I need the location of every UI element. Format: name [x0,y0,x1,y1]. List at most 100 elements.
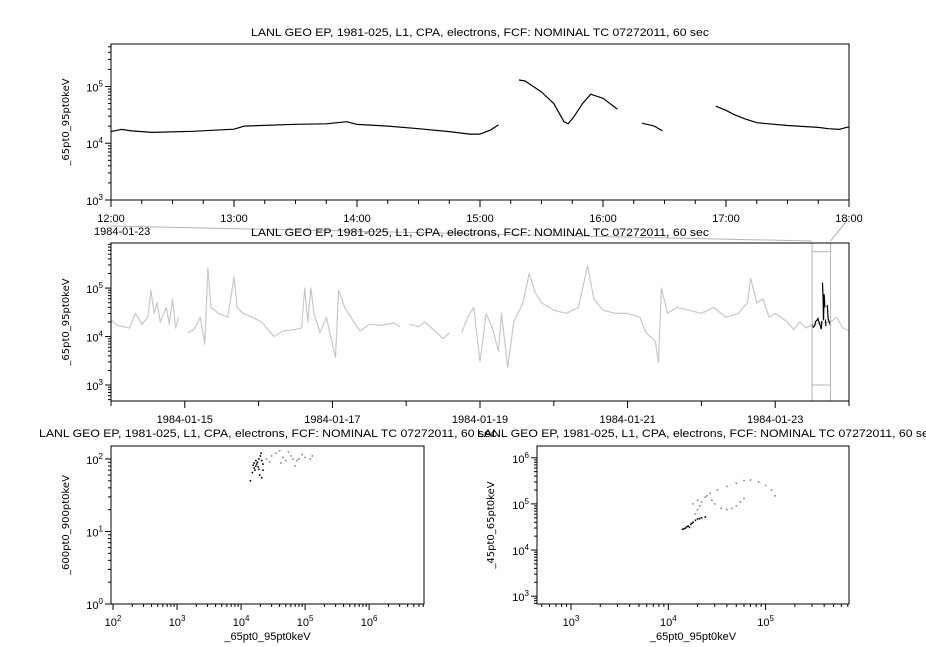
x-tick-label: 18:00 [835,213,863,225]
x-tick-label: 1984-01-19 [452,414,508,426]
scatter-point-faint [711,499,713,502]
scatter-point-faint [696,499,699,502]
scatter-point [691,522,693,525]
zoom-connector-lines [110,217,850,242]
scatter-point-faint [743,479,745,482]
highlighted-series-line [811,282,832,330]
scatter-point [256,461,259,464]
plot-frame [536,445,850,605]
scatter-point [257,466,259,468]
scatter-point-faint [287,451,290,453]
x-date-label: 1984-01-23 [94,226,150,238]
y-axis-label: _600pt0_900pt0keV [61,475,72,576]
x-axis-label: _65pt0_95pt0keV [223,631,311,643]
scatter-point-faint [280,462,282,464]
scatter-point-faint [731,507,733,510]
x-tick-label: 14:00 [343,213,371,225]
scatter-point-faint [709,492,712,495]
context-series-line [110,265,850,369]
scatter-point-faint [720,507,723,510]
scatter-point [255,459,257,462]
scatter-point [698,517,701,520]
scatter-point-faint [692,503,694,505]
scatter-point-faint [298,458,300,460]
plot-top-timeseries[interactable]: LANL GEO EP, 1981-025, L1, CPA, electron… [61,27,863,238]
scatter-point [700,516,703,519]
scatter-point-faint [764,484,767,487]
scatter-point-faint [290,455,292,457]
plot-title: LANL GEO EP, 1981-025, L1, CPA, electron… [477,428,926,440]
x-tick-label: 1984-01-21 [599,414,655,426]
scatter-point-faint [294,465,296,467]
y-axis-label: _65pt0_95pt0keV [61,278,72,366]
scatter-point-faint [704,496,707,498]
scatter-point-faint [706,494,708,497]
x-tick-label: 12:00 [97,213,125,225]
scatter-point-faint [292,458,294,460]
plot-scatter-right[interactable]: LANL GEO EP, 1981-025, L1, CPA, electron… [477,428,926,643]
scatter-point-faint [309,458,311,460]
scatter-point [251,471,254,474]
x-tick-label: 16:00 [589,213,617,225]
plot-title: LANL GEO EP, 1981-025, L1, CPA, electron… [251,227,710,239]
series-line [110,79,850,135]
scatter-point [254,469,256,472]
scatter-point [684,527,687,529]
x-tick-label: 1984-01-15 [157,414,213,426]
x-tick-label: 13:00 [220,213,248,225]
scatter-point [252,464,255,467]
scatter-point [681,528,684,531]
scatter-point-faint [270,455,273,457]
scatter-point-faint [282,456,284,459]
scatter-point-faint [774,494,776,497]
x-axis-label: _65pt0_95pt0keV [649,631,737,643]
scatter-point [258,474,261,476]
scatter-point-faint [268,461,271,464]
scatter-point [258,468,260,471]
scatter-point [255,463,258,465]
scatter-point [259,455,262,457]
scatter-point [689,523,692,526]
plot-frame [110,445,425,605]
scatter-point-faint [726,485,728,488]
scatter-point [688,526,691,529]
scatter-point-faint [265,458,268,460]
scatter-point-faint [700,501,703,503]
x-tick-label: 1984-01-17 [304,414,360,426]
scatter-point [253,462,255,464]
scatter-point-faint [285,459,287,462]
scatter-point-faint [726,508,728,511]
x-tick-label: 17:00 [712,213,740,225]
scatter-point [260,459,263,462]
scatter-point [687,525,689,527]
scatter-point-faint [739,501,742,503]
scatter-point [258,458,260,460]
scatter-point-faint [311,455,314,457]
scatter-point-faint [735,482,738,485]
scatter-point-faint [301,453,303,456]
scatter-point-faint [696,508,699,511]
scatter-point [260,452,262,455]
scatter-point [683,527,685,530]
scatter-point-faint [698,505,701,507]
scatter-point [696,518,699,520]
scatter-point-faint [275,452,277,455]
scatter-point [262,463,264,465]
x-tick-label: 15:00 [466,213,494,225]
scatter-point [704,516,707,518]
scatter-point [260,477,263,479]
scatter-point-faint [757,481,760,483]
scatter-point [262,469,264,472]
scatter-point [694,519,697,522]
plot-title: LANL GEO EP, 1981-025, L1, CPA, electron… [251,27,710,39]
plot-title: LANL GEO EP, 1981-025, L1, CPA, electron… [39,428,498,440]
scatter-point [249,480,252,482]
scatter-point-faint [770,489,773,491]
y-axis-label: _65pt0_95pt0keV [61,78,72,166]
scatter-point-faint [735,505,738,507]
scatter-point [255,465,257,467]
scatter-point-faint [716,489,719,491]
